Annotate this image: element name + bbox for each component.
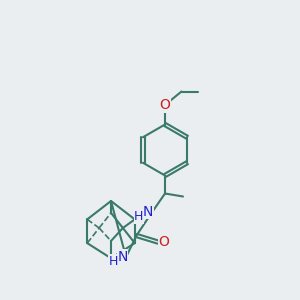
Text: H: H xyxy=(134,210,144,223)
Text: O: O xyxy=(160,98,170,112)
Text: N: N xyxy=(143,205,153,218)
Text: N: N xyxy=(117,250,128,264)
Text: H: H xyxy=(109,255,118,268)
Text: O: O xyxy=(159,235,170,249)
